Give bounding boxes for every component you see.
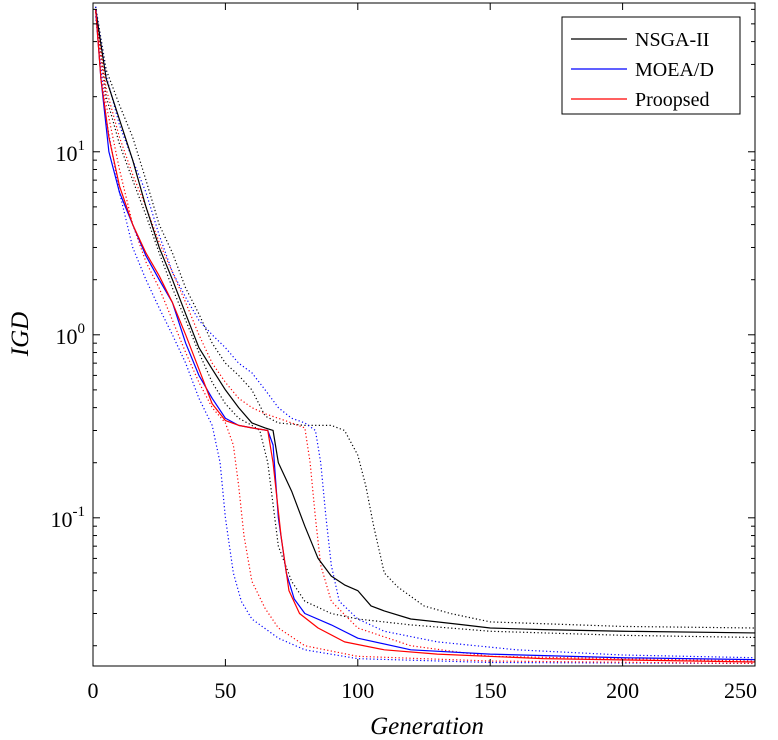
x-tick-label: 150 <box>474 678 507 703</box>
x-axis-title: Generation <box>370 713 484 740</box>
series-layer <box>95 6 756 665</box>
series-line-bound-5 <box>95 6 756 659</box>
legend: NSGA-II MOEA/D Proopsed <box>561 16 741 115</box>
legend-label: MOEA/D <box>635 59 714 81</box>
y-tick-label: 101 <box>56 138 86 166</box>
y-axis-title: IGD <box>7 312 34 357</box>
x-tick-label: 100 <box>341 678 374 703</box>
x-tick-label: 200 <box>606 678 639 703</box>
series-line-proopsed <box>95 9 756 663</box>
axes-layer: 0 50 100 150 200 250 10-1 100 101 <box>51 3 757 703</box>
series-line-bound-8 <box>95 11 756 665</box>
x-tick-label: 250 <box>724 678 757 703</box>
series-line-nsga-ii <box>95 9 756 634</box>
legend-label: Proopsed <box>635 89 709 111</box>
x-tick-label: 0 <box>88 678 99 703</box>
y-tick-label: 10-1 <box>51 504 86 532</box>
y-tick-label: 100 <box>56 321 86 349</box>
legend-label: NSGA-II <box>635 29 709 51</box>
legend-box <box>561 16 741 115</box>
x-tick-label: 50 <box>214 678 236 703</box>
